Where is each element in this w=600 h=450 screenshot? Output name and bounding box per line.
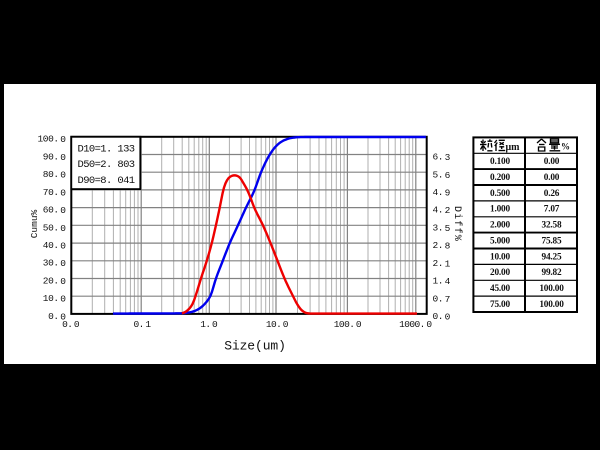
svg-text:0.00: 0.00 [544, 173, 560, 183]
svg-text:5.000: 5.000 [490, 237, 510, 247]
svg-text:4.2: 4. 2 [433, 205, 451, 216]
svg-text:94.25: 94.25 [542, 252, 562, 262]
svg-text:80.0: 80. 0 [43, 169, 66, 180]
svg-text:%: % [561, 142, 570, 152]
svg-text:0.0: 0. 0 [433, 311, 451, 322]
svg-text:Cumu%: Cumu% [29, 209, 40, 238]
svg-text:20.00: 20.00 [490, 268, 510, 278]
svg-text:10.0: 10. 0 [266, 319, 289, 330]
svg-text:0.100: 0.100 [490, 157, 510, 167]
svg-text:0.26: 0.26 [544, 189, 560, 199]
svg-text:20.0: 20. 0 [43, 275, 66, 286]
svg-text:1000.0: 1000. 0 [399, 319, 432, 330]
svg-text:6.3: 6. 3 [433, 152, 451, 163]
svg-text:0.1: 0. 1 [134, 319, 152, 330]
svg-text:40.0: 40. 0 [43, 240, 66, 251]
svg-text:1.000: 1.000 [490, 205, 510, 215]
svg-text:100.0: 100. 0 [37, 134, 66, 145]
svg-text:0.7: 0. 7 [433, 293, 450, 304]
svg-text:7.07: 7.07 [544, 205, 560, 215]
svg-text:D10=1. 133: D10=1. 133 [78, 144, 135, 156]
svg-text:1.4: 1. 4 [433, 276, 451, 287]
svg-text:100.0: 100. 0 [334, 319, 362, 330]
svg-text:1.0: 1. 0 [200, 319, 218, 330]
svg-text:4.9: 4. 9 [433, 187, 451, 198]
svg-text:μm: μm [506, 142, 521, 153]
svg-text:2.1: 2. 1 [433, 258, 451, 269]
svg-text:99.82: 99.82 [542, 268, 562, 278]
svg-text:0.0: 0. 0 [48, 311, 66, 322]
svg-text:Diff%: Diff% [451, 206, 463, 242]
svg-text:10.0: 10. 0 [43, 293, 66, 304]
svg-text:2.8: 2. 8 [433, 240, 451, 251]
svg-text:D90=8. 041: D90=8. 041 [78, 175, 135, 187]
svg-text:0.500: 0.500 [490, 189, 510, 199]
svg-text:10.00: 10.00 [490, 252, 510, 262]
svg-text:30.0: 30. 0 [43, 258, 66, 269]
svg-text:45.00: 45.00 [490, 284, 510, 294]
svg-text:50.0: 50. 0 [43, 222, 66, 233]
svg-text:3.5: 3. 5 [433, 222, 451, 233]
svg-text:Size(um): Size(um) [224, 339, 286, 354]
svg-text:0.0: 0. 0 [62, 319, 80, 330]
svg-text:5.6: 5. 6 [433, 169, 451, 180]
svg-text:0.00: 0.00 [544, 157, 560, 167]
svg-text:90.0: 90. 0 [43, 151, 66, 162]
svg-text:75.00: 75.00 [490, 300, 510, 310]
svg-text:70.0: 70. 0 [43, 187, 66, 198]
svg-text:75.85: 75.85 [542, 237, 562, 247]
svg-text:2.000: 2.000 [490, 221, 510, 231]
svg-text:0.200: 0.200 [490, 173, 510, 183]
svg-text:60.0: 60. 0 [43, 205, 66, 216]
svg-text:100.00: 100.00 [539, 300, 564, 310]
svg-text:32.58: 32.58 [542, 221, 562, 231]
svg-text:D50=2. 803: D50=2. 803 [78, 159, 135, 171]
svg-text:100.00: 100.00 [539, 284, 564, 294]
